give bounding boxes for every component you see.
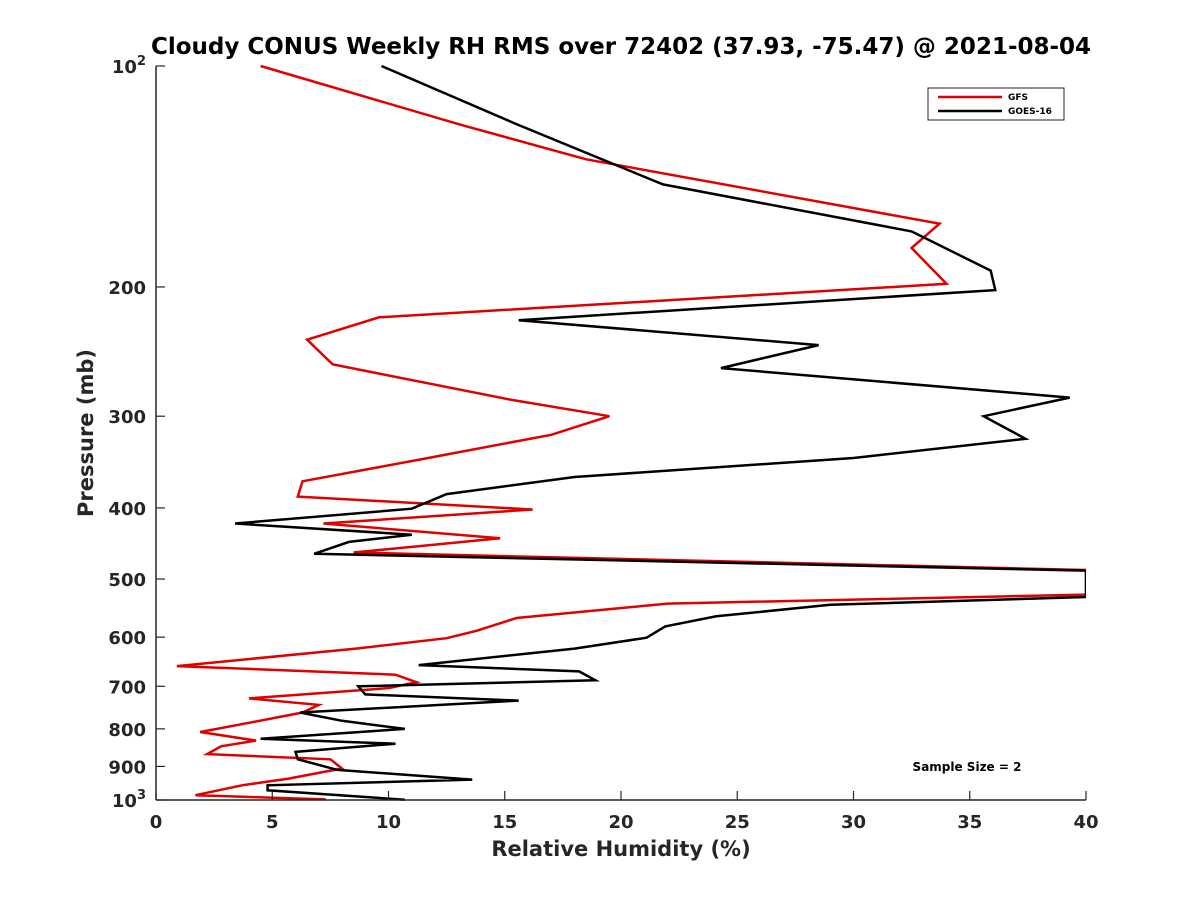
x-axis-label: Relative Humidity (%) (491, 837, 750, 861)
x-tick-label: 0 (150, 812, 163, 833)
legend-label-gfs: GFS (1008, 93, 1028, 103)
y-ticks: 102 200 300 400 500 600 700 800 900 103 (108, 54, 165, 812)
y-tick-label: 500 (108, 570, 146, 591)
series-line-gfs (176, 64, 1086, 801)
series-line-goes16 (234, 64, 1086, 801)
y-tick-label: 400 (108, 499, 146, 520)
y-tick-label: 800 (108, 720, 146, 741)
x-tick-label: 20 (608, 812, 633, 833)
x-tick-label: 40 (1073, 812, 1098, 833)
x-tick-label: 15 (492, 812, 517, 833)
x-tick-label: 5 (266, 812, 279, 833)
plot-area (176, 64, 1086, 801)
x-tick-label: 25 (725, 812, 750, 833)
sample-size-annotation: Sample Size = 2 (913, 760, 1022, 774)
axes (155, 66, 1086, 801)
y-tick-label: 900 (108, 757, 146, 778)
y-axis-label: Pressure (mb) (74, 349, 98, 517)
y-tick-label: 600 (108, 628, 146, 649)
y-tick-label: 103 (112, 788, 146, 812)
legend-box (927, 87, 1065, 121)
x-tick-label: 10 (376, 812, 401, 833)
y-tick-label: 700 (108, 677, 146, 698)
y-tick-label: 200 (108, 278, 146, 299)
x-tick-label: 30 (841, 812, 866, 833)
legend: GFS GOES-16 (927, 87, 1065, 121)
y-tick-label: 300 (108, 407, 146, 428)
x-tick-label: 35 (957, 812, 982, 833)
x-ticks: 0 5 10 15 20 25 30 35 40 (150, 791, 1099, 833)
legend-label-goes16: GOES-16 (1008, 107, 1052, 117)
chart-title: Cloudy CONUS Weekly RH RMS over 72402 (3… (151, 34, 1091, 60)
y-tick-label: 102 (112, 54, 146, 78)
